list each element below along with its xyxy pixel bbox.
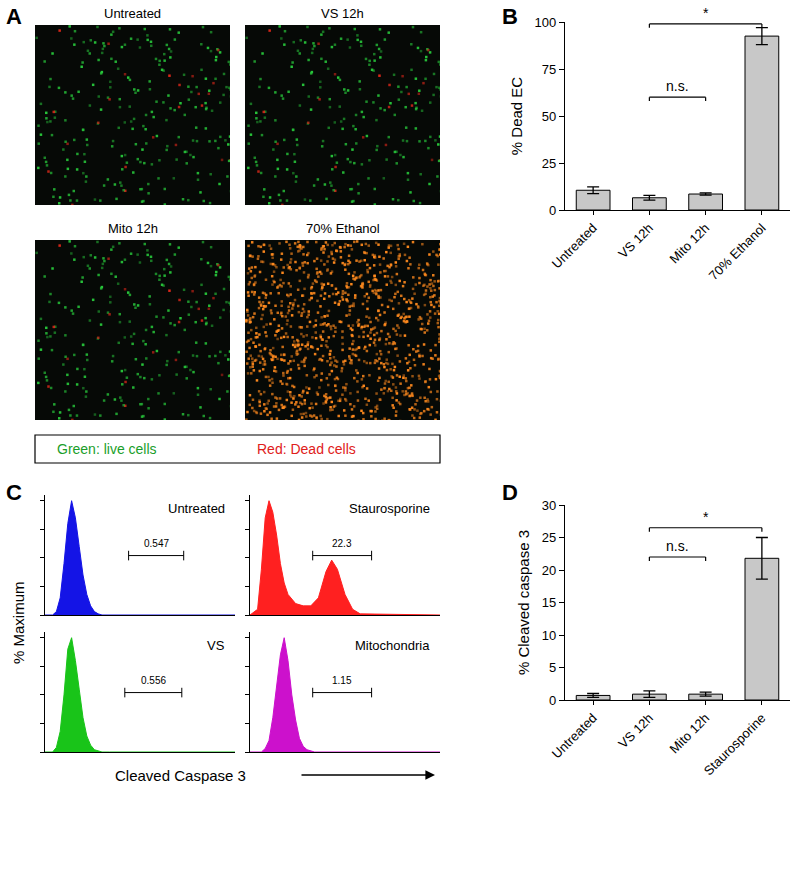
svg-text:VS: VS [207, 638, 225, 653]
svg-text:VS 12h: VS 12h [321, 6, 364, 21]
svg-text:Staurosporine: Staurosporine [349, 501, 430, 516]
svg-text:% Cleaved caspase 3: % Cleaved caspase 3 [515, 530, 532, 675]
svg-text:A: A [6, 4, 22, 29]
svg-text:70% Ethanol: 70% Ethanol [706, 220, 769, 283]
svg-text:*: * [703, 5, 709, 21]
svg-text:10: 10 [542, 628, 556, 643]
svg-text:25: 25 [542, 530, 556, 545]
svg-text:% Dead EC: % Dead EC [508, 77, 525, 156]
svg-text:5: 5 [549, 660, 556, 675]
svg-text:Untreated: Untreated [549, 220, 600, 271]
svg-text:Staurosporine: Staurosporine [701, 710, 769, 778]
svg-text:Red: Dead cells: Red: Dead cells [257, 441, 356, 457]
svg-text:30: 30 [542, 498, 556, 513]
svg-text:50: 50 [542, 109, 556, 124]
svg-text:B: B [502, 4, 518, 29]
svg-text:C: C [6, 480, 22, 505]
svg-text:22.3: 22.3 [332, 538, 352, 549]
svg-text:15: 15 [542, 595, 556, 610]
svg-text:0.547: 0.547 [144, 538, 169, 549]
svg-text:25: 25 [542, 156, 556, 171]
svg-text:Mitochondria: Mitochondria [355, 638, 430, 653]
svg-text:0: 0 [549, 693, 556, 708]
svg-text:70% Ethanol: 70% Ethanol [306, 221, 380, 236]
svg-text:0.556: 0.556 [141, 675, 166, 686]
svg-text:Untreated: Untreated [549, 710, 600, 761]
svg-text:*: * [703, 509, 709, 525]
svg-text:n.s.: n.s. [666, 538, 689, 554]
svg-text:Untreated: Untreated [168, 501, 225, 516]
svg-text:Untreated: Untreated [104, 6, 161, 21]
svg-text:n.s.: n.s. [666, 78, 689, 94]
svg-text:0: 0 [549, 203, 556, 218]
svg-text:100: 100 [534, 15, 556, 30]
svg-text:1.15: 1.15 [332, 675, 352, 686]
svg-text:Mito 12h: Mito 12h [666, 220, 712, 266]
svg-text:75: 75 [542, 62, 556, 77]
svg-text:20: 20 [542, 563, 556, 578]
svg-text:Mito 12h: Mito 12h [666, 710, 712, 756]
svg-text:Cleaved Caspase 3: Cleaved Caspase 3 [115, 767, 246, 784]
svg-text:D: D [502, 480, 518, 505]
svg-text:Mito 12h: Mito 12h [108, 221, 158, 236]
svg-text:VS 12h: VS 12h [615, 220, 656, 261]
svg-text:% Maximum: % Maximum [10, 581, 27, 664]
svg-text:VS 12h: VS 12h [615, 710, 656, 751]
svg-text:Green: live cells: Green: live cells [57, 441, 157, 457]
